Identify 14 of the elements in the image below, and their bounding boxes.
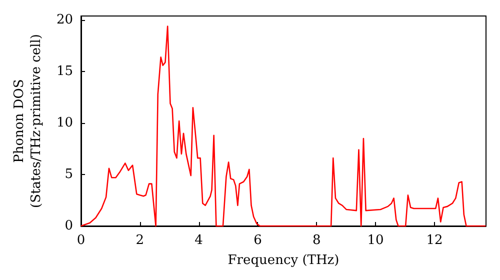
x-tick-label: 4 [194,233,203,248]
y-tick-label: 0 [64,218,73,234]
x-tick-label: 0 [76,233,86,248]
x-axis-title: Frequency (THz) [228,252,340,268]
y-axis-title: Phonon DOS (States/THz·primitive cell) [12,34,44,208]
y-tick-label: 5 [64,167,73,182]
y-tick-label: 20 [56,12,73,28]
x-tick-label: 12 [426,233,443,248]
y-tick-label: 10 [56,116,73,131]
x-tick-label: 10 [367,233,384,248]
x-tick-label: 2 [136,233,144,248]
x-tick-label: 6 [254,233,262,248]
x-tick-label: 8 [312,233,321,248]
y-tick-label: 15 [56,64,73,80]
